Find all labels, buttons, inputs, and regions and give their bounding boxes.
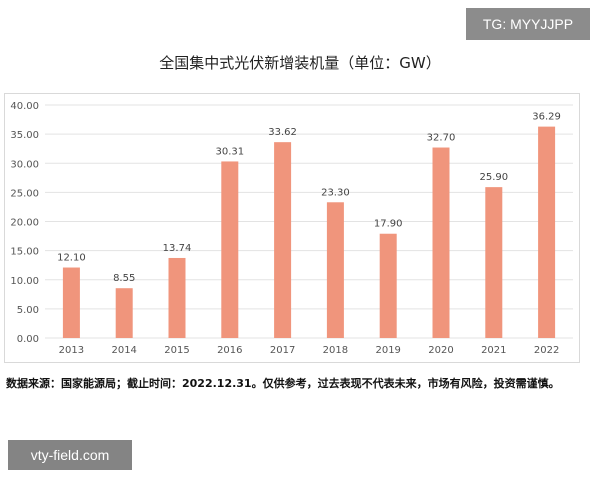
source-note: 数据来源：国家能源局；截止时间：2022.12.31。仅供参考，过去表现不代表未… bbox=[6, 377, 560, 390]
x-tick-label: 2021 bbox=[481, 345, 506, 356]
watermark-bottom: vty-field.com bbox=[8, 440, 132, 470]
bar-2020 bbox=[432, 147, 450, 338]
data-label: 33.62 bbox=[268, 127, 297, 138]
y-tick-label: 0.00 bbox=[17, 334, 39, 345]
bar-2022 bbox=[538, 126, 556, 338]
y-tick-label: 25.00 bbox=[10, 188, 39, 199]
x-tick-label: 2014 bbox=[111, 345, 136, 356]
bar-2021 bbox=[485, 187, 503, 338]
y-tick-label: 20.00 bbox=[10, 218, 39, 229]
x-tick-label: 2015 bbox=[164, 345, 189, 356]
y-tick-label: 30.00 bbox=[10, 159, 39, 170]
y-tick-label: 5.00 bbox=[17, 305, 39, 316]
x-tick-label: 2013 bbox=[59, 345, 84, 356]
x-tick-label: 2018 bbox=[323, 345, 348, 356]
bar-2019 bbox=[379, 233, 397, 338]
bar-2017 bbox=[274, 142, 292, 338]
y-tick-label: 15.00 bbox=[10, 247, 39, 258]
y-tick-label: 35.00 bbox=[10, 130, 39, 141]
data-label: 36.29 bbox=[532, 112, 561, 123]
data-label: 25.90 bbox=[479, 172, 508, 183]
x-tick-label: 2019 bbox=[375, 345, 400, 356]
y-tick-label: 10.00 bbox=[10, 276, 39, 287]
bar-2013 bbox=[62, 267, 80, 338]
data-label: 17.90 bbox=[374, 219, 403, 230]
bar-2014 bbox=[115, 288, 133, 338]
bar-2018 bbox=[326, 202, 344, 338]
data-label: 23.30 bbox=[321, 187, 350, 198]
x-tick-label: 2020 bbox=[428, 345, 453, 356]
data-label: 30.31 bbox=[215, 146, 244, 157]
x-tick-label: 2016 bbox=[217, 345, 242, 356]
chart-frame: 0.00 5.00 10.00 15.00 20.00 25.00 30.00 35.00 40… bbox=[4, 93, 580, 363]
bar-2016 bbox=[221, 161, 239, 338]
bar-chart: 0.00 5.00 10.00 15.00 20.00 25.00 30.00 35.00 40… bbox=[10, 101, 573, 356]
watermark-top: TG: MYYJJPP bbox=[466, 8, 590, 40]
x-tick-label: 2022 bbox=[534, 345, 559, 356]
data-label: 13.74 bbox=[163, 243, 192, 254]
data-label: 32.70 bbox=[427, 133, 456, 144]
data-label: 8.55 bbox=[113, 273, 135, 284]
y-tick-label: 40.00 bbox=[10, 101, 39, 112]
chart-title: 全国集中式光伏新增装机量（单位：GW） bbox=[159, 54, 441, 72]
data-label: 12.10 bbox=[57, 253, 86, 264]
x-tick-label: 2017 bbox=[270, 345, 295, 356]
bar-2015 bbox=[168, 257, 186, 338]
